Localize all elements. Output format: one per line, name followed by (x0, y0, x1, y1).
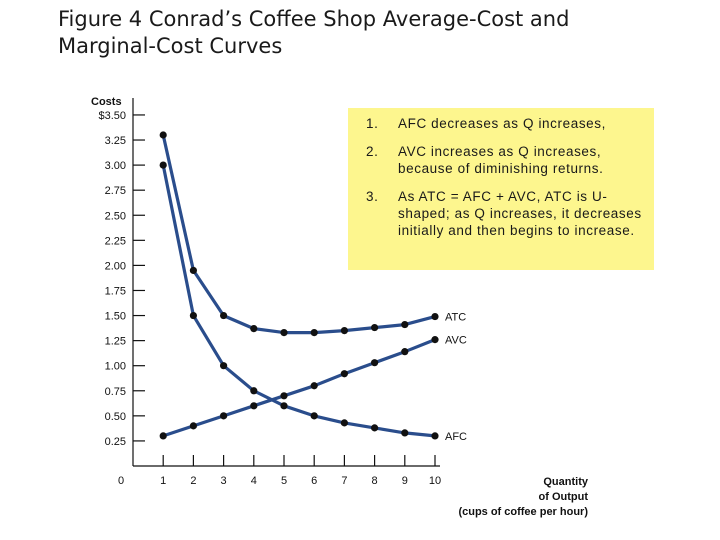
annotation-text: AVC increases as Q increases, because of… (398, 144, 604, 176)
data-point-atc (189, 266, 197, 275)
series-line-atc (161, 134, 436, 335)
data-point-afc (340, 419, 348, 427)
annotation-box: 1. AFC decreases as Q increases, 2. AVC … (348, 108, 654, 270)
annotation-text: AFC decreases as Q increases, (398, 116, 606, 131)
x-tick-label: 6 (311, 475, 317, 487)
x-tick-label: 10 (429, 475, 441, 487)
x-tick-label: 2 (190, 475, 196, 487)
annotation-number: 3. (366, 189, 379, 204)
data-point-avc (250, 402, 258, 410)
x-tick-label: 9 (402, 475, 408, 487)
y-tick-label: 2.75 (105, 185, 126, 197)
series-line-afc (161, 164, 436, 438)
data-point-avc (280, 392, 288, 400)
chart-axes: Costs0.250.500.751.001.251.501.752.002.2… (91, 96, 589, 518)
data-point-afc (431, 432, 439, 440)
y-tick-label: 0.75 (105, 386, 126, 398)
data-point-afc (371, 424, 379, 432)
x-tick-label: 3 (221, 475, 227, 487)
data-point-afc (189, 311, 197, 320)
y-tick-label: 1.25 (105, 336, 126, 348)
data-point-atc (401, 320, 409, 329)
annotation-number: 2. (366, 144, 379, 159)
y-tick-label: 1.50 (105, 311, 126, 323)
data-point-avc (401, 348, 409, 356)
data-point-avc (220, 412, 228, 420)
data-point-atc (431, 312, 439, 321)
data-point-atc (220, 311, 228, 320)
data-point-afc (159, 161, 167, 169)
data-point-afc (250, 387, 258, 395)
y-tick-label: 2.50 (105, 210, 126, 222)
data-point-afc (220, 362, 228, 370)
data-point-atc (340, 326, 348, 335)
y-tick-label: 2.25 (105, 235, 126, 247)
data-point-atc (371, 323, 379, 332)
series-label-avc: AVC (445, 335, 467, 347)
y-tick-label: 0.25 (105, 436, 126, 448)
data-point-atc (310, 329, 318, 337)
x-axis-title-line: Quantity (543, 476, 588, 488)
y-tick-label: 1.00 (105, 361, 126, 373)
y-tick-label: 0.50 (105, 411, 126, 423)
data-point-afc (280, 402, 288, 410)
x-axis-title-line: of Output (539, 491, 589, 503)
y-tick-label: $3.50 (98, 110, 126, 122)
y-tick-label: 2.00 (105, 260, 126, 272)
series-line-avc (162, 338, 436, 438)
series-label-afc: AFC (445, 431, 467, 443)
series-points (159, 131, 439, 440)
x-tick-label: 0 (118, 475, 124, 487)
data-point-avc (371, 359, 379, 367)
x-tick-label: 8 (372, 475, 378, 487)
data-point-avc (340, 370, 348, 378)
y-axis-title: Costs (91, 96, 122, 108)
x-axis-title-line: (cups of coffee per hour) (458, 506, 588, 518)
x-tick-label: 5 (281, 475, 287, 487)
x-tick-label: 4 (251, 475, 257, 487)
series-label-atc: ATC (445, 312, 466, 324)
series-labels: ATC AVC AFC (445, 312, 467, 443)
data-point-avc (159, 432, 167, 440)
annotation-text: As ATC = AFC + AVC, ATC is U-shaped; as … (398, 189, 642, 238)
data-point-atc (159, 131, 167, 139)
x-tick-label: 7 (341, 475, 347, 487)
annotation-number: 1. (366, 116, 379, 131)
data-point-atc (280, 329, 288, 337)
figure-title: Figure 4 Conrad’s Coffee Shop Average-Co… (58, 7, 570, 58)
y-tick-label: 3.25 (105, 135, 126, 147)
data-point-avc (189, 422, 197, 430)
x-tick-label: 1 (160, 475, 166, 487)
series-lines (161, 134, 436, 438)
data-point-afc (310, 412, 318, 420)
data-point-afc (401, 429, 409, 437)
data-point-avc (310, 382, 318, 390)
data-point-atc (250, 324, 258, 333)
y-tick-label: 1.75 (105, 285, 126, 297)
y-tick-label: 3.00 (105, 160, 126, 172)
data-point-avc (431, 336, 439, 344)
